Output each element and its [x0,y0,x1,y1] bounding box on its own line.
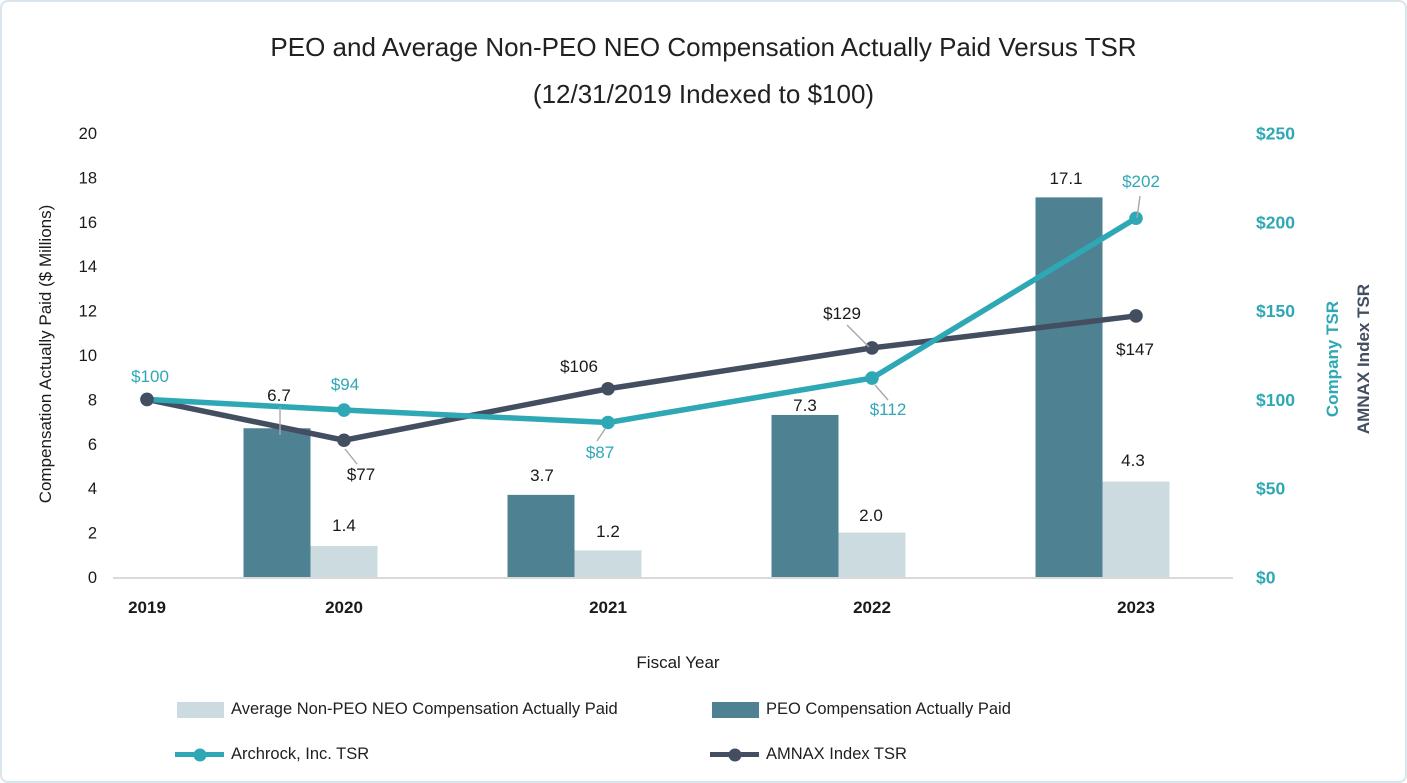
data-label-amnax-2020: $77 [347,465,375,484]
left-tick-2: 2 [88,525,97,543]
marker-amnax-2019 [140,392,154,407]
line-archrock-tsr [146,215,1138,426]
bar-nonpeo-2020 [310,545,378,577]
legend-line-archrock-icon [175,748,224,761]
chart-title: PEO and Average Non-PEO NEO Compensation… [2,24,1405,118]
legend-label-archrock: Archrock, Inc. TSR [231,745,370,763]
data-label-nonpeo-2022: 2.0 [859,506,883,525]
marker-archrock-2021 [601,415,615,430]
right-tick-$0: $0 [1256,568,1276,588]
x-axis-title: Fiscal Year [636,653,720,672]
right-tick-$50: $50 [1256,479,1285,499]
bar-peo-2022 [771,414,839,577]
label-leader-line-3 [846,324,870,348]
marker-amnax-2022 [865,341,879,355]
chart-title-line2: (12/31/2019 Indexed to $100) [532,79,875,109]
label-leader-line-1 [344,448,358,465]
bar-peo-2021 [507,494,575,577]
data-label-amnax-2023: $147 [1116,340,1154,359]
data-label-amnax-2021: $106 [560,357,598,376]
label-leader-line-2 [596,428,606,442]
x-tick-2022: 2022 [853,598,891,617]
left-tick-20: 20 [79,125,97,143]
right-tick-$150: $150 [1256,301,1295,321]
legend-swatch-nonpeo [177,701,224,718]
left-tick-4: 4 [88,480,97,498]
marker-amnax-2020 [337,433,351,448]
line-amnax-tsr [146,313,1137,443]
left-tick-10: 10 [79,347,97,365]
chart-title-line1: PEO and Average Non-PEO NEO Compensation… [270,32,1137,62]
data-label-nonpeo-2021: 1.2 [596,522,620,541]
right-tick-$200: $200 [1256,212,1295,232]
left-tick-14: 14 [79,258,97,276]
x-tick-2021: 2021 [589,598,627,617]
left-tick-8: 8 [88,391,97,409]
legend-line-amnax-icon [710,748,759,761]
data-label-nonpeo-2023: 4.3 [1121,451,1145,470]
legend-item-archrock: Archrock, Inc. TSR [175,745,369,764]
right-tick-$100: $100 [1256,390,1295,410]
x-tick-2020: 2020 [325,598,363,617]
data-label-amnax-2022: $129 [823,304,861,323]
left-tick-16: 16 [79,214,97,232]
data-label-archrock-2021: $87 [586,443,614,462]
x-tick-2019: 2019 [128,598,166,617]
data-label-peo-2023: 17.1 [1049,169,1082,188]
data-label-peo-2022: 7.3 [793,396,817,415]
data-label-nonpeo-2020: 1.4 [332,516,356,535]
right-tick-$250: $250 [1256,124,1295,144]
bar-nonpeo-2022 [838,532,906,577]
legend-label-nonpeo: Average Non-PEO NEO Compensation Actuall… [231,700,618,718]
marker-archrock-2023 [1129,211,1143,226]
data-label-archrock-2022: $112 [870,400,907,419]
bar-nonpeo-2021 [574,550,642,577]
x-tick-2023: 2023 [1117,598,1155,617]
marker-amnax-2021 [601,381,615,396]
legend-item-peo: PEO Compensation Actually Paid [712,700,1011,719]
legend-label-amnax: AMNAX Index TSR [766,745,907,763]
bar-nonpeo-2023 [1102,481,1170,577]
bar-peo-2020 [243,428,311,577]
bar-peo-2023 [1035,197,1103,577]
legend-swatch-peo [712,701,759,718]
data-label-peo-2020: 6.7 [267,386,291,405]
marker-archrock-2022 [865,371,879,385]
label-leader-line-4 [874,384,889,401]
left-tick-12: 12 [79,303,97,321]
label-leader-line-5 [1136,195,1141,219]
left-tick-6: 6 [88,436,97,454]
left-tick-18: 18 [79,169,97,187]
data-label-archrock-2020: $94 [331,375,359,394]
left-tick-0: 0 [88,569,97,587]
legend-item-amnax: AMNAX Index TSR [710,745,907,764]
legend-label-peo: PEO Compensation Actually Paid [766,700,1011,718]
marker-amnax-2023 [1129,309,1143,323]
legend-item-nonpeo: Average Non-PEO NEO Compensation Actuall… [177,700,618,719]
data-label-archrock-2019: $100 [131,367,169,386]
marker-archrock-2020 [337,403,351,417]
data-label-archrock-2023: $202 [1122,172,1160,191]
data-label-peo-2021: 3.7 [530,466,554,485]
